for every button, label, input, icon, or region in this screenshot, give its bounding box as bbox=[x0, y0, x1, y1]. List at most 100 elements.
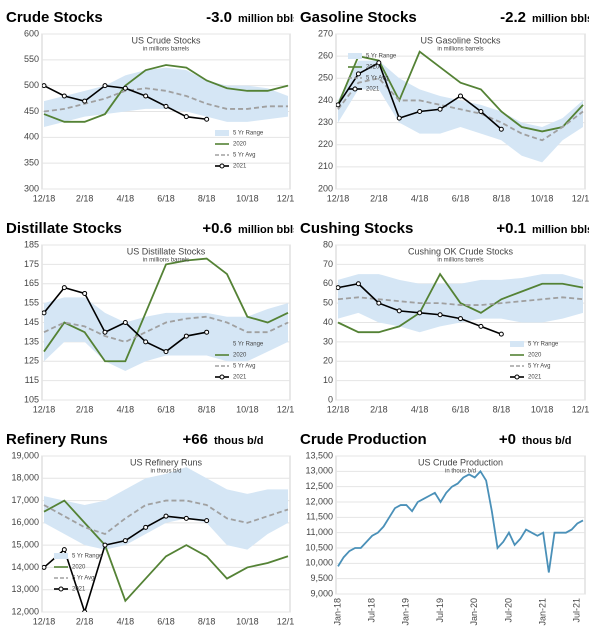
y-tick-label: 350 bbox=[24, 158, 39, 168]
legend-label: 5 Yr Range bbox=[233, 131, 264, 137]
x-tick-label: 12/18 bbox=[277, 616, 294, 626]
x-tick-label: Jan-19 bbox=[401, 598, 411, 626]
y-tick-label: 11,500 bbox=[306, 512, 333, 522]
legend-label: 5 Yr Range bbox=[233, 342, 264, 348]
x-tick-label: 12/18 bbox=[33, 616, 56, 626]
legend-marker bbox=[219, 163, 225, 169]
x-tick-label: 4/18 bbox=[117, 404, 135, 414]
point bbox=[183, 333, 189, 339]
point bbox=[458, 93, 463, 99]
point bbox=[417, 109, 423, 114]
y-tick-label: 155 bbox=[24, 298, 39, 308]
x-tick-label: 12/18 bbox=[277, 404, 294, 414]
x-tick-label: 10/18 bbox=[236, 404, 259, 414]
series-line bbox=[43, 64, 289, 123]
x-tick-label: 10/18 bbox=[236, 616, 259, 626]
chart: Refinery Runs +66 thous b/d 12,000 13,000 14,… bbox=[6, 431, 294, 626]
point bbox=[102, 542, 108, 548]
y-tick-label: 400 bbox=[24, 132, 39, 142]
y-tick-label: 13,000 bbox=[11, 584, 39, 594]
x-tick-label: 4/18 bbox=[117, 193, 135, 203]
point bbox=[163, 349, 169, 355]
series-line bbox=[337, 77, 584, 142]
x-tick-label: 12/18 bbox=[327, 193, 350, 203]
legend-label: 2020 bbox=[233, 142, 247, 148]
y-tick-label: 13,500 bbox=[305, 450, 333, 460]
x-tick-label: 4/18 bbox=[411, 404, 429, 414]
plot bbox=[336, 272, 584, 337]
x-tick-label: Jul-20 bbox=[503, 598, 513, 623]
chart-subtitle: in millions barrels bbox=[143, 258, 189, 264]
point bbox=[61, 547, 67, 553]
y-tick-label: 40 bbox=[323, 317, 333, 327]
point bbox=[376, 60, 382, 66]
x-tick-label: 10/18 bbox=[531, 404, 554, 414]
point bbox=[396, 115, 402, 121]
point bbox=[122, 538, 128, 544]
legend-label: 5 Yr Range bbox=[528, 342, 559, 348]
chart-title: US Gasoline Stocks bbox=[420, 35, 501, 45]
point bbox=[355, 71, 361, 77]
x-tick-label: 2/18 bbox=[76, 616, 94, 626]
change: +66 bbox=[183, 431, 208, 448]
y-tick-label: 500 bbox=[24, 80, 39, 90]
y-tick-label: 30 bbox=[323, 336, 333, 346]
chart-subtitle: in thous b/d bbox=[445, 469, 476, 475]
y-tick-label: 105 bbox=[24, 394, 39, 404]
point bbox=[376, 300, 382, 306]
series-line bbox=[337, 296, 584, 306]
heading: Cushing Stocks bbox=[300, 220, 413, 237]
point bbox=[82, 290, 88, 296]
y-tick-label: 80 bbox=[323, 239, 333, 249]
legend-label: 2021 bbox=[366, 87, 380, 93]
y-tick-label: 9,500 bbox=[310, 573, 333, 583]
chart-title: US Crude Production bbox=[418, 457, 503, 467]
y-tick-label: 50 bbox=[323, 298, 333, 308]
chart-title: US Distillate Stocks bbox=[127, 246, 206, 256]
x-tick-label: 8/18 bbox=[198, 616, 216, 626]
y-tick-label: 185 bbox=[24, 239, 39, 249]
legend-label: 2021 bbox=[233, 375, 247, 381]
y-tick-label: 250 bbox=[318, 73, 333, 83]
series-line bbox=[43, 315, 289, 343]
legend-marker bbox=[514, 374, 520, 380]
y-tick-label: 17,000 bbox=[11, 495, 39, 505]
series-line bbox=[337, 469, 584, 573]
x-tick-label: 8/18 bbox=[198, 193, 216, 203]
chart: Crude Stocks -3.0 million bbls 300 350 400 450… bbox=[6, 9, 294, 203]
x-tick-label: 10/18 bbox=[531, 193, 554, 203]
point bbox=[163, 513, 169, 519]
x-tick-label: 2/18 bbox=[370, 404, 388, 414]
point bbox=[122, 320, 128, 325]
chart-title: Cushing OK Crude Stocks bbox=[408, 246, 514, 256]
x-tick-label: Jan-20 bbox=[469, 598, 479, 626]
y-tick-label: 270 bbox=[318, 28, 333, 38]
x-tick-label: 2/18 bbox=[370, 193, 388, 203]
y-tick-label: 60 bbox=[323, 278, 333, 288]
chart-title: US Refinery Runs bbox=[130, 457, 203, 467]
point bbox=[437, 312, 443, 318]
series-line bbox=[43, 257, 289, 363]
change: +0.6 bbox=[202, 220, 232, 237]
x-tick-label: Jul-21 bbox=[572, 598, 582, 623]
plot bbox=[42, 257, 289, 371]
y-tick-label: 10,000 bbox=[305, 558, 333, 568]
point bbox=[102, 329, 108, 335]
plot-frame bbox=[335, 455, 586, 595]
legend-label: 5 Yr Avg bbox=[233, 153, 255, 159]
y-tick-label: 115 bbox=[25, 375, 39, 385]
y-tick-label: 20 bbox=[323, 356, 333, 366]
legend-swatch bbox=[54, 553, 68, 559]
legend-swatch bbox=[348, 53, 362, 59]
y-tick-label: 12,000 bbox=[305, 496, 333, 506]
plot bbox=[42, 467, 289, 612]
legend-label: 2021 bbox=[233, 164, 247, 170]
point bbox=[183, 114, 189, 120]
point bbox=[42, 83, 47, 89]
point bbox=[458, 316, 463, 322]
point bbox=[336, 285, 341, 291]
change: -2.2 bbox=[500, 9, 526, 26]
point bbox=[355, 281, 361, 287]
x-tick-label: Jul-19 bbox=[435, 598, 445, 623]
